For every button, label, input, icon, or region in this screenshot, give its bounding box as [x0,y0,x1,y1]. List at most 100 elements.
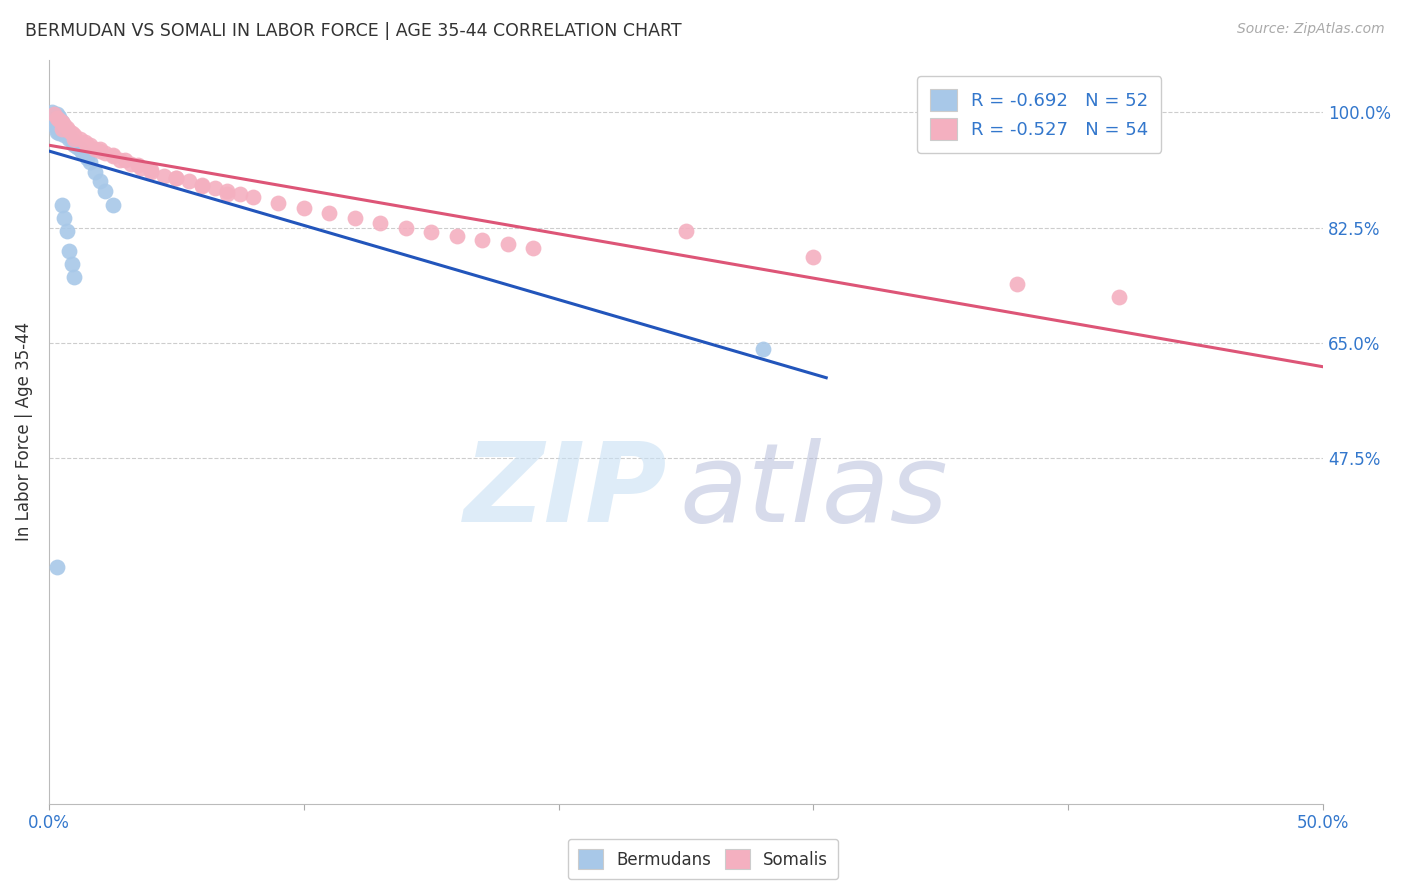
Point [53,124,76,138]
Point [42,119,65,133]
Point [63,135,86,149]
Point [204,181,226,195]
Point [292,201,315,215]
Point [420,225,443,239]
Point [51,197,73,211]
Point [48,113,70,128]
Point [343,211,366,225]
Point [94,146,117,161]
Point [53,128,76,142]
Text: atlas: atlas [679,438,948,545]
Point [42,106,65,120]
Point [60,257,83,271]
Point [63,138,86,153]
Point [152,169,174,183]
Point [56,121,79,136]
Point [58,128,80,143]
Point [73,135,96,149]
Point [114,153,136,167]
Point [471,233,494,247]
Point [675,224,697,238]
Point [48,113,70,128]
Point [45,112,67,126]
Point [79,154,101,169]
Point [41,112,63,126]
Point [63,131,86,145]
Point [368,216,391,230]
Point [76,152,98,166]
Text: ZIP: ZIP [464,438,666,545]
Point [79,138,101,153]
Point [751,343,773,357]
Point [58,124,80,138]
Point [127,158,149,172]
Point [53,211,76,225]
Point [94,185,117,199]
Point [101,148,124,162]
Point [48,116,70,130]
Point [395,220,418,235]
Point [48,127,70,141]
Point [66,139,89,153]
Point [69,142,91,156]
Point [56,124,79,138]
Point [42,112,65,126]
Point [63,270,86,285]
Point [89,174,111,188]
Point [53,119,76,133]
Point [69,131,91,145]
Point [83,164,105,178]
Point [58,244,80,258]
Point [139,163,162,178]
Legend: R = -0.692   N = 52, R = -0.527   N = 54: R = -0.692 N = 52, R = -0.527 N = 54 [917,76,1161,153]
Point [446,229,468,244]
Point [63,128,86,143]
Point [89,144,111,158]
Point [56,128,79,142]
Point [45,115,67,129]
Point [51,121,73,136]
Point [51,115,73,129]
Point [45,121,67,136]
Point [42,109,65,123]
Y-axis label: In Labor Force | Age 35-44: In Labor Force | Age 35-44 [15,322,32,541]
Text: BERMUDAN VS SOMALI IN LABOR FORCE | AGE 35-44 CORRELATION CHART: BERMUDAN VS SOMALI IN LABOR FORCE | AGE … [25,22,682,40]
Point [42,106,65,120]
Point [45,119,67,133]
Point [101,149,124,163]
Point [51,121,73,136]
Point [48,120,70,134]
Point [45,111,67,125]
Text: Source: ZipAtlas.com: Source: ZipAtlas.com [1237,22,1385,37]
Point [45,559,67,574]
Point [51,125,73,139]
Point [53,120,76,134]
Point [60,127,83,141]
Point [73,148,96,162]
Point [45,110,67,124]
Point [101,197,124,211]
Point [45,125,67,139]
Legend: Bermudans, Somalis: Bermudans, Somalis [568,838,838,880]
Point [83,142,105,156]
Point [120,156,142,170]
Point [217,185,239,199]
Point [1108,290,1130,304]
Point [60,133,83,147]
Point [191,179,214,194]
Point [217,186,239,201]
Point [1007,277,1029,291]
Point [41,105,63,120]
Point [58,131,80,145]
Point [70,145,93,159]
Point [42,115,65,129]
Point [165,171,187,186]
Point [522,241,544,255]
Point [803,250,825,264]
Point [51,115,73,129]
Point [48,123,70,137]
Point [229,186,252,201]
Point [267,195,290,210]
Point [51,119,73,133]
Point [45,106,67,120]
